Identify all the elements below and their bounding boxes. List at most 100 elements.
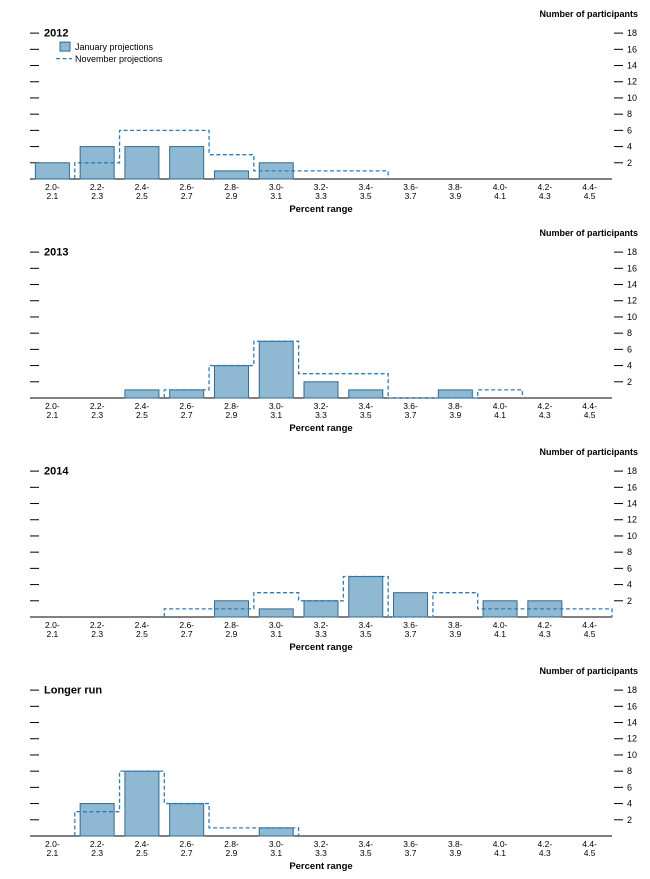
bar-january-3.2-3.3 xyxy=(303,600,339,618)
x-tick-label-bottom: 3.3 xyxy=(315,191,327,201)
panel-2013: Number of participants 2 4 6 8 10 12 14 16 18 2013… xyxy=(0,222,650,441)
y-tick-label: 14 xyxy=(627,280,637,290)
y-tick-label: 14 xyxy=(627,61,637,71)
x-tick-label-top: 2.6- xyxy=(179,839,194,849)
x-tick-label-bottom: 4.3 xyxy=(539,848,551,858)
panel-longer-run: Number of participants 2 4 6 8 10 12 14 16 18 Long… xyxy=(0,660,650,879)
y-tick-label: 10 xyxy=(627,750,637,760)
x-tick-label-bottom: 4.5 xyxy=(584,629,596,639)
bar-january-2.4-2.5 xyxy=(124,770,160,837)
x-tick-label-top: 2.0- xyxy=(45,401,60,411)
bar-january-3.0-3.1 xyxy=(258,608,294,618)
x-tick-label-top: 2.0- xyxy=(45,839,60,849)
bar-january-3.4-3.5 xyxy=(348,389,384,399)
x-tick-label-top: 4.0- xyxy=(493,182,508,192)
x-tick-label-top: 3.0- xyxy=(269,182,284,192)
x-tick-label-bottom: 2.1 xyxy=(46,191,58,201)
y-tick-label: 18 xyxy=(627,28,637,38)
x-tick-label-top: 2.8- xyxy=(224,401,239,411)
y-axis-label: Number of participants xyxy=(539,9,638,19)
x-tick-label-bottom: 2.3 xyxy=(91,410,103,420)
x-tick-label-top: 2.2- xyxy=(90,839,105,849)
x-tick-label-top: 4.0- xyxy=(493,839,508,849)
y-tick-label: 6 xyxy=(627,782,632,792)
x-tick-label-bottom: 4.1 xyxy=(494,629,506,639)
y-tick-label: 16 xyxy=(627,701,637,711)
x-tick-label-bottom: 2.9 xyxy=(226,191,238,201)
x-tick-label-bottom: 3.7 xyxy=(405,629,417,639)
x-tick-label-bottom: 3.9 xyxy=(449,410,461,420)
x-axis-title: Percent range xyxy=(289,204,352,215)
x-tick-label-top: 2.4- xyxy=(135,182,150,192)
panel-2014: Number of participants 2 4 6 8 10 12 14 16 18 2014… xyxy=(0,441,650,660)
y-tick-label: 2 xyxy=(627,158,632,168)
x-tick-label-top: 2.2- xyxy=(90,401,105,411)
bar-january-3.0-3.1 xyxy=(258,340,294,399)
chart-2013: Number of participants 2 4 6 8 10 12 14 16 18 2013… xyxy=(30,228,638,434)
y-axis-label: Number of participants xyxy=(539,228,638,238)
x-tick-label-top: 3.0- xyxy=(269,620,284,630)
y-tick-label: 12 xyxy=(627,77,637,87)
x-tick-label-top: 3.4- xyxy=(358,839,373,849)
x-tick-label-top: 2.0- xyxy=(45,182,60,192)
bar-january-3.8-3.9 xyxy=(437,389,473,399)
x-tick-label-bottom: 3.5 xyxy=(360,848,372,858)
bar-january-3.6-3.7 xyxy=(393,592,429,618)
november-projections-line xyxy=(163,575,613,618)
y-tick-label: 16 xyxy=(627,263,637,273)
x-tick-label-top: 4.2- xyxy=(538,182,553,192)
x-tick-label-bottom: 3.5 xyxy=(360,191,372,201)
legend-january-label: January projections xyxy=(75,42,154,52)
x-tick-label-bottom: 2.9 xyxy=(226,848,238,858)
y-tick-label: 4 xyxy=(627,361,632,371)
y-axis-label: Number of participants xyxy=(539,666,638,676)
x-tick-label-bottom: 2.5 xyxy=(136,848,148,858)
x-tick-label-bottom: 3.9 xyxy=(449,629,461,639)
x-tick-label-bottom: 3.5 xyxy=(360,629,372,639)
x-tick-label-bottom: 3.9 xyxy=(449,191,461,201)
panel-title: 2013 xyxy=(44,247,68,259)
chart-longer-run: Number of participants 2 4 6 8 10 12 14 16 18 Long… xyxy=(30,666,638,872)
x-tick-label-top: 3.0- xyxy=(269,401,284,411)
x-tick-label-top: 3.6- xyxy=(403,401,418,411)
x-tick-label-top: 3.6- xyxy=(403,182,418,192)
bar-january-2.6-2.7 xyxy=(169,146,205,180)
x-tick-label-bottom: 4.5 xyxy=(584,410,596,420)
y-tick-label: 4 xyxy=(627,580,632,590)
y-tick-label: 2 xyxy=(627,596,632,606)
x-tick-label-bottom: 2.9 xyxy=(226,410,238,420)
x-axis-title: Percent range xyxy=(289,642,352,653)
y-tick-label: 6 xyxy=(627,125,632,135)
y-axis-label: Number of participants xyxy=(539,447,638,457)
x-tick-label-bottom: 3.7 xyxy=(405,410,417,420)
y-tick-label: 4 xyxy=(627,142,632,152)
bar-january-2.4-2.5 xyxy=(124,389,160,399)
bar-january-3.0-3.1 xyxy=(258,827,294,837)
panel-title: Longer run xyxy=(44,685,102,697)
x-tick-label-bottom: 2.1 xyxy=(46,410,58,420)
x-tick-label-top: 3.8- xyxy=(448,401,463,411)
bar-january-2.2-2.3 xyxy=(79,803,115,837)
x-tick-label-bottom: 4.1 xyxy=(494,191,506,201)
x-tick-label-top: 2.6- xyxy=(179,182,194,192)
bar-january-2.6-2.7 xyxy=(169,389,205,399)
legend-november-label: November projections xyxy=(75,54,163,64)
x-tick-label-top: 3.2- xyxy=(314,401,329,411)
x-tick-label-bottom: 3.7 xyxy=(405,191,417,201)
y-tick-label: 8 xyxy=(627,109,632,119)
x-tick-label-bottom: 2.7 xyxy=(181,848,193,858)
x-tick-label-top: 2.6- xyxy=(179,620,194,630)
panel-title: 2014 xyxy=(44,466,69,478)
x-tick-label-top: 3.2- xyxy=(314,839,329,849)
y-tick-label: 12 xyxy=(627,296,637,306)
y-tick-label: 18 xyxy=(627,247,637,257)
x-tick-label-top: 2.2- xyxy=(90,620,105,630)
x-tick-label-top: 2.4- xyxy=(135,839,150,849)
x-tick-label-top: 2.0- xyxy=(45,620,60,630)
x-tick-label-top: 3.2- xyxy=(314,620,329,630)
x-tick-label-top: 3.4- xyxy=(358,401,373,411)
x-tick-label-bottom: 2.1 xyxy=(46,629,58,639)
y-tick-label: 10 xyxy=(627,312,637,322)
y-tick-label: 4 xyxy=(627,799,632,809)
x-tick-label-top: 3.4- xyxy=(358,182,373,192)
